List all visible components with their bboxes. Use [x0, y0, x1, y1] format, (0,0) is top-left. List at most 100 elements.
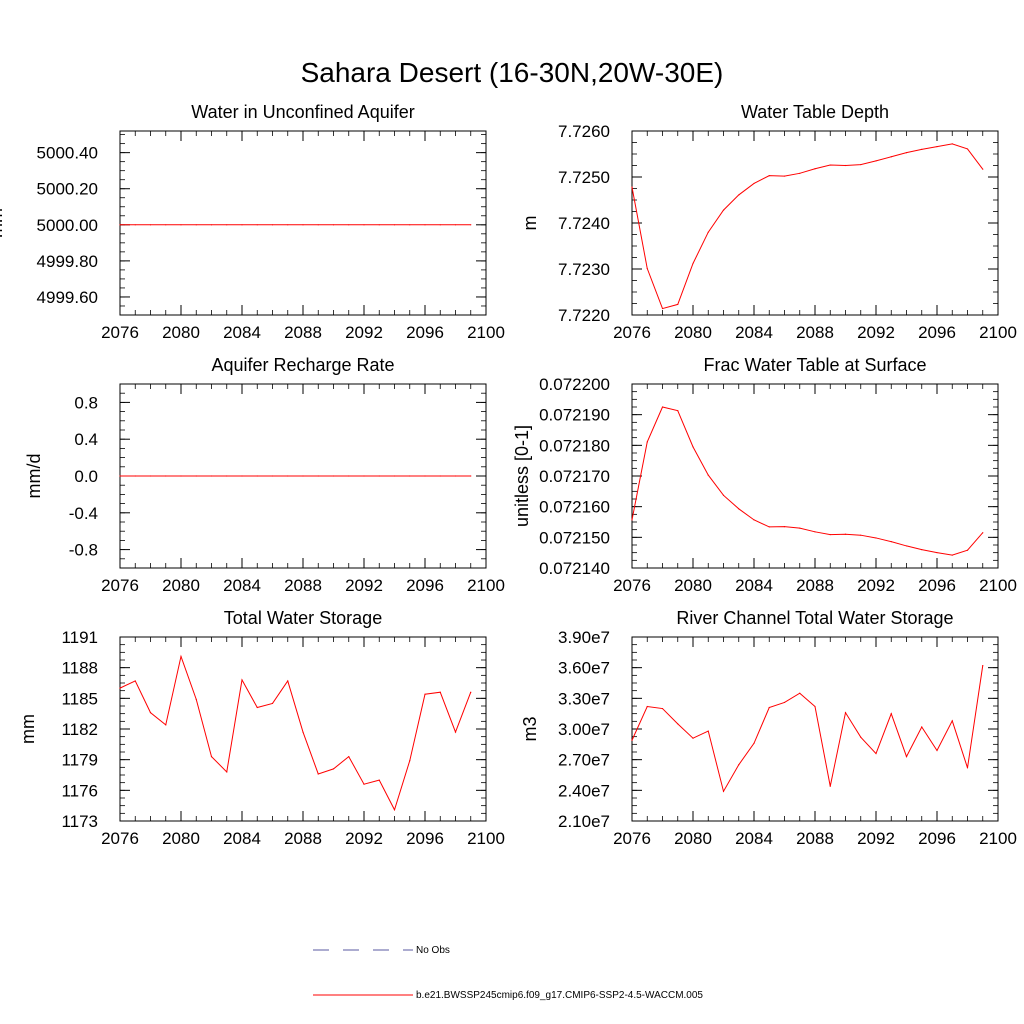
legend-label-no-obs: No Obs [416, 945, 450, 956]
y-tick-label: 0.0 [74, 467, 98, 486]
x-tick-label: 2084 [223, 829, 261, 848]
y-tick-label: 2.10e7 [558, 812, 610, 831]
data-point [966, 767, 969, 769]
x-tick-label: 2096 [918, 576, 956, 595]
data-point [661, 707, 664, 710]
data-point [860, 534, 862, 536]
data-point [302, 475, 304, 477]
data-point [844, 533, 847, 535]
data-point [860, 736, 862, 738]
data-point [951, 143, 953, 145]
y-tick-label: 1182 [61, 720, 98, 739]
data-point [661, 307, 664, 310]
data-point [149, 712, 152, 714]
data-point [256, 475, 258, 477]
x-tick-label: 2080 [162, 323, 200, 342]
data-point [363, 224, 365, 226]
x-tick-label: 2100 [467, 829, 505, 848]
data-point [814, 168, 816, 170]
x-tick-label: 2100 [467, 323, 505, 342]
y-axis-label: m [520, 216, 540, 231]
y-tick-label: 5000.40 [37, 144, 98, 163]
data-point [814, 705, 816, 708]
y-axis-label: mm [0, 208, 6, 238]
plot-frame [119, 636, 487, 822]
y-tick-label: 7.7250 [558, 168, 610, 187]
x-tick-label: 2084 [735, 576, 773, 595]
data-point [738, 194, 740, 196]
series-line [631, 665, 984, 793]
data-point [119, 687, 121, 689]
data-point [439, 691, 441, 693]
data-point [768, 526, 770, 528]
y-tick-label: 0.072190 [539, 406, 610, 425]
x-tick-label: 2088 [796, 323, 834, 342]
data-point [631, 186, 633, 188]
x-tick-label: 2096 [918, 829, 956, 848]
panel-title: River Channel Total Water Storage [676, 608, 953, 628]
x-tick-label: 2076 [101, 576, 139, 595]
y-tick-label: 0.072170 [539, 467, 610, 486]
x-tick-label: 2080 [674, 323, 712, 342]
data-point [890, 156, 892, 158]
data-point [348, 756, 350, 758]
data-point [905, 152, 908, 154]
data-point [905, 545, 908, 547]
data-point [317, 773, 319, 775]
legend-label-model: b.e21.BWSSP245cmip6.f09_g17.CMIP6-SSP2-4… [416, 990, 703, 1001]
x-tick-label: 2080 [162, 829, 200, 848]
data-point [256, 224, 258, 226]
data-point [454, 475, 457, 477]
plot-frame [631, 636, 999, 822]
data-point [378, 779, 380, 781]
data-point [134, 680, 136, 682]
data-point [470, 691, 472, 693]
data-point [677, 410, 679, 412]
data-point [860, 163, 862, 166]
x-tick-label: 2088 [284, 829, 322, 848]
data-point [424, 475, 426, 477]
data-point [783, 701, 786, 704]
x-tick-label: 2100 [979, 829, 1017, 848]
data-point [226, 224, 228, 226]
x-tick-label: 2100 [979, 323, 1017, 342]
data-point [738, 764, 740, 766]
x-tick-label: 2092 [345, 323, 383, 342]
data-point [226, 475, 228, 477]
panel-title: Water in Unconfined Aquifer [191, 102, 414, 122]
x-tick-label: 2076 [613, 829, 651, 848]
x-tick-label: 2088 [796, 829, 834, 848]
y-tick-label: 3.00e7 [558, 720, 610, 739]
data-point [966, 549, 969, 551]
data-point [348, 224, 350, 226]
panel-4: 2076 2080 2084 2088 2092 2096 2100 0.072140 0.07… [512, 355, 1017, 595]
panel-2: 2076 2080 2084 2088 2092 2096 2100 7.7220 7.7230… [520, 102, 1017, 342]
data-point [302, 224, 304, 226]
figure-title: Sahara Desert (16-30N,20W-30E) [301, 57, 724, 88]
data-point [409, 475, 411, 477]
data-point [165, 224, 167, 226]
data-point [165, 724, 167, 726]
x-tick-label: 2084 [223, 323, 261, 342]
x-tick-label: 2076 [101, 323, 139, 342]
data-point [332, 475, 335, 477]
panel-title: Total Water Storage [224, 608, 382, 628]
x-tick-label: 2096 [406, 576, 444, 595]
y-axis-label: mm [18, 714, 38, 744]
data-point [393, 224, 396, 226]
x-tick-label: 2092 [857, 576, 895, 595]
plot-frame [631, 130, 999, 316]
x-tick-label: 2096 [406, 323, 444, 342]
data-point [631, 739, 633, 741]
data-point [814, 531, 816, 533]
x-tick-label: 2092 [857, 323, 895, 342]
data-point [226, 771, 228, 773]
panels: 2076 2080 2084 2088 2092 2096 2100 4999.60 4999.… [0, 102, 1017, 848]
x-tick-label: 2080 [674, 829, 712, 848]
data-point [844, 164, 847, 167]
data-point [875, 160, 877, 162]
data-point [470, 224, 472, 226]
data-point [378, 475, 380, 477]
data-point [271, 224, 274, 226]
y-tick-label: 2.40e7 [558, 781, 610, 800]
